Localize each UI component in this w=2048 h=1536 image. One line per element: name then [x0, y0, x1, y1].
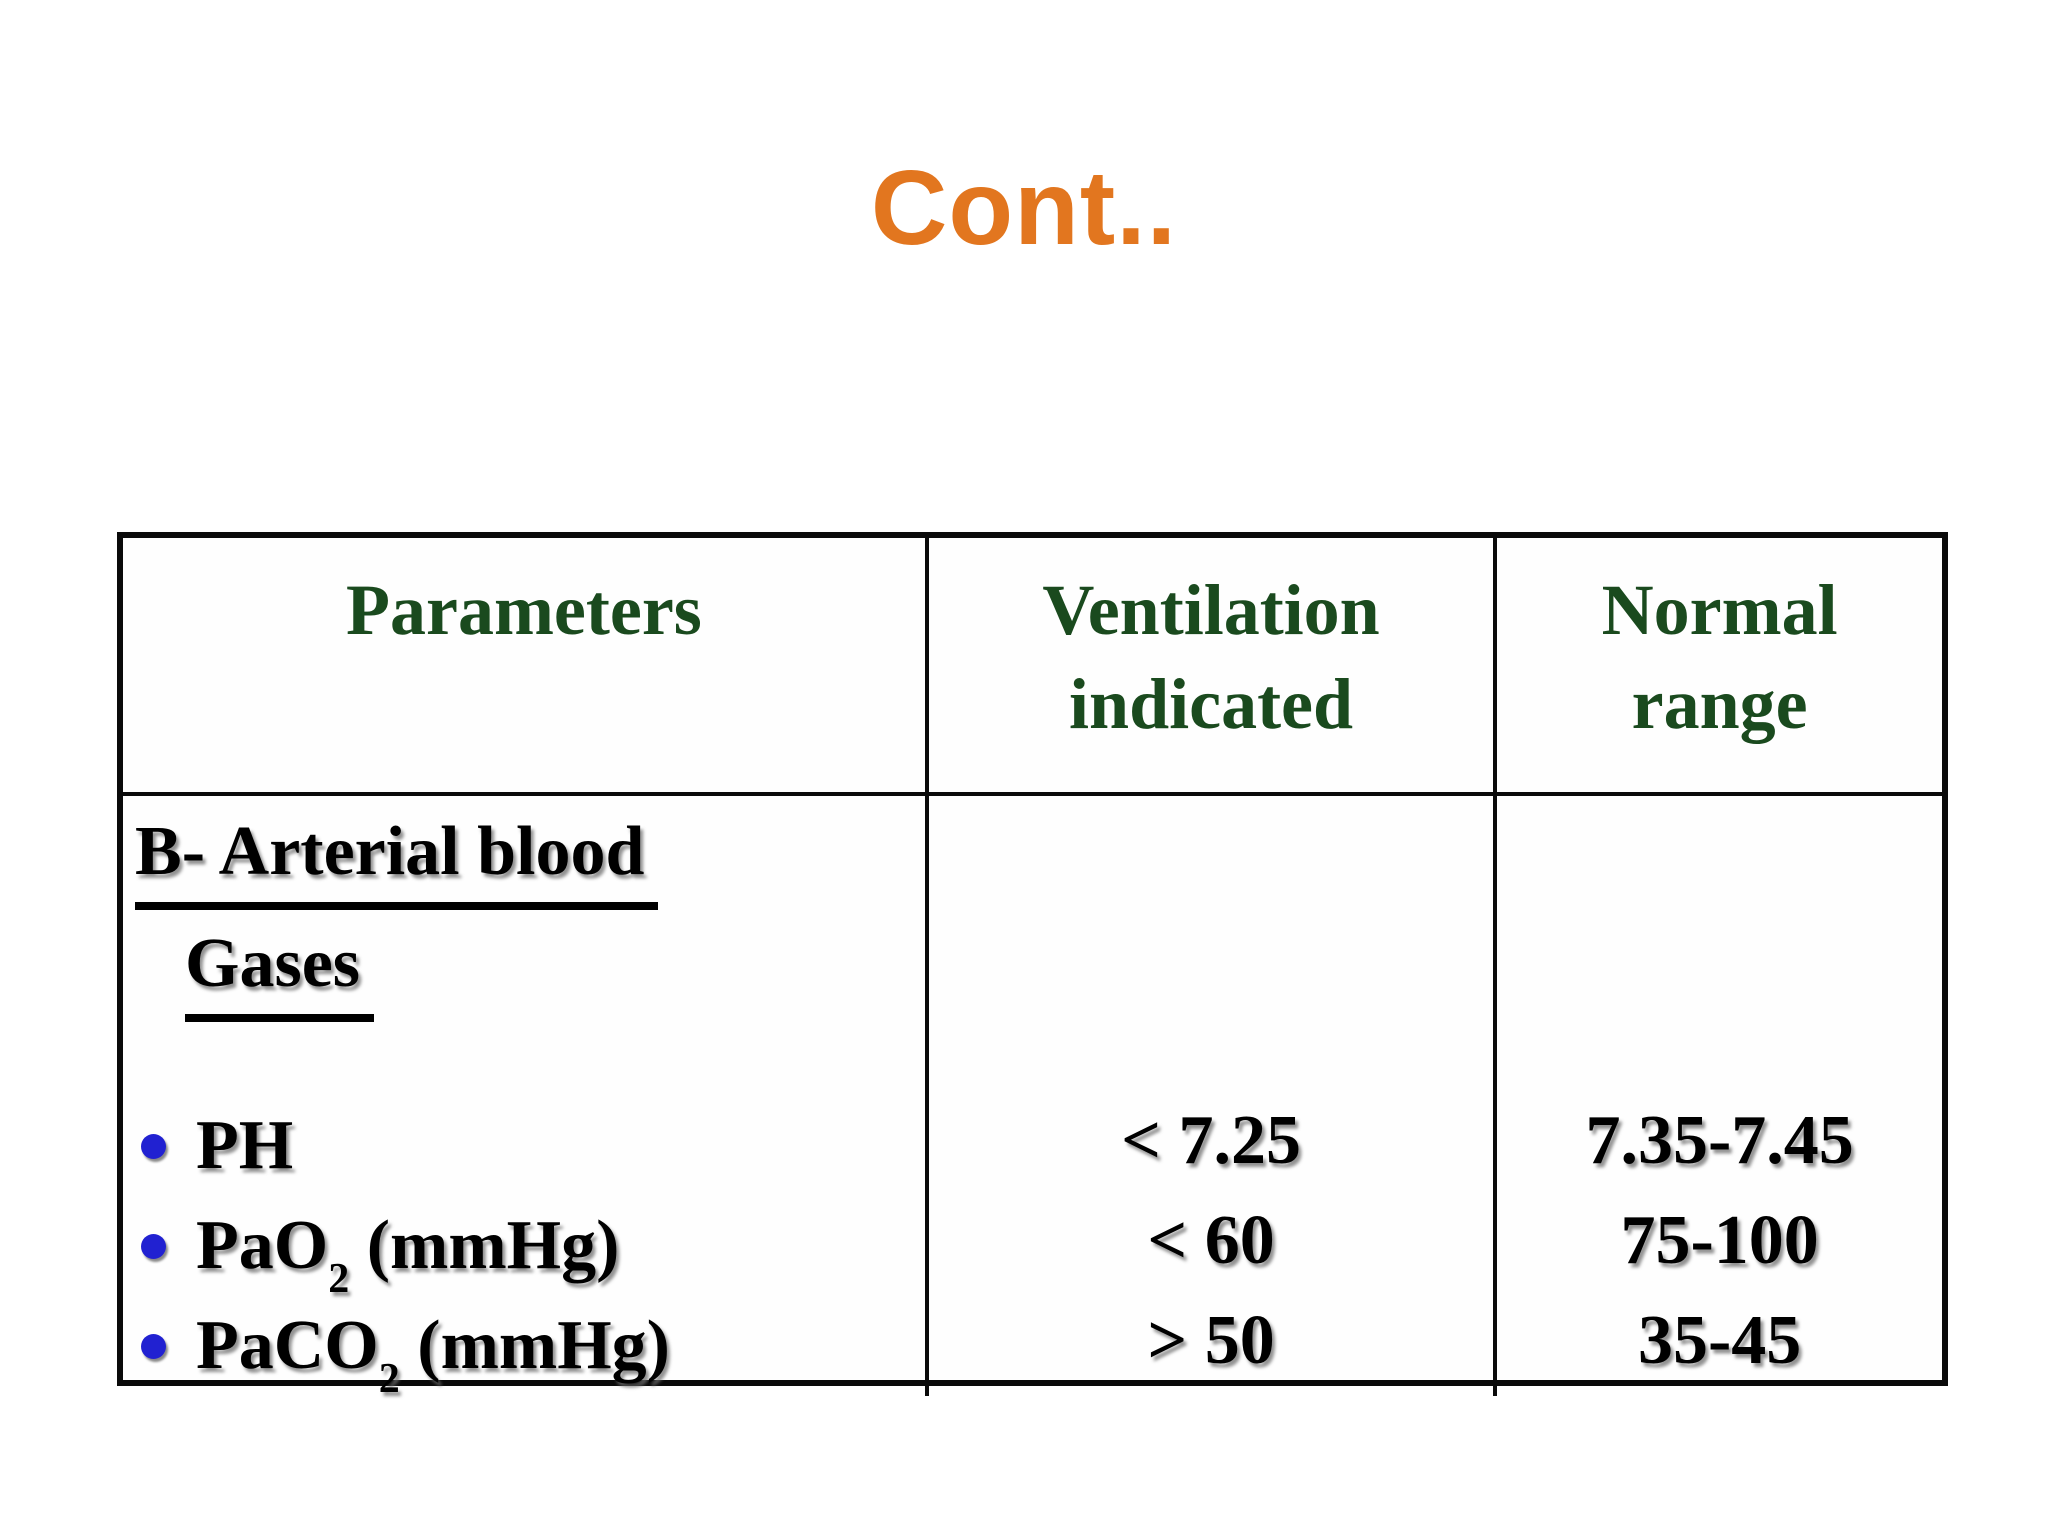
- normal-range-value-ph: 7.35-7.45: [1585, 1102, 1854, 1179]
- parameter-label: PH: [196, 1107, 294, 1184]
- parameters-table: Parameters Ventilation indicated Normal …: [117, 532, 1948, 1400]
- parameter-list: PH PaO2 (mmHg) PaCO2 (mmHg): [123, 1096, 925, 1403]
- normal-range-value-pao2: 75-100: [1620, 1202, 1819, 1279]
- ventilation-value-ph: < 7.25: [1121, 1102, 1301, 1179]
- normal-range-cell: 7.35-7.45 75-100 35-45: [1497, 796, 1942, 1396]
- column-header-parameters: Parameters: [123, 538, 929, 792]
- slide-title: Cont..: [870, 149, 1178, 267]
- section-heading-line1: B- Arterial blood: [135, 812, 925, 922]
- column-header-normal-range: Normal range: [1601, 570, 1838, 744]
- bullet-icon: [141, 1233, 166, 1259]
- list-item-pao2: PaO2 (mmHg): [123, 1196, 925, 1303]
- bullet-icon: [141, 1133, 166, 1159]
- normal-range-value-paco2: 35-45: [1637, 1302, 1802, 1379]
- section-heading-line2: Gases: [185, 924, 925, 1042]
- table-header-row: Parameters Ventilation indicated Normal …: [123, 538, 1942, 796]
- parameters-cell: B- Arterial blood Gases PH PaO2 (mmHg): [123, 796, 929, 1403]
- bullet-icon: [141, 1333, 166, 1359]
- list-item-ph: PH: [123, 1096, 925, 1196]
- ventilation-indicated-cell: < 7.25 < 60 > 50: [929, 796, 1498, 1396]
- ventilation-value-paco2: > 50: [1147, 1302, 1275, 1379]
- column-header-ventilation-indicated: Ventilation indicated: [929, 538, 1498, 792]
- ventilation-value-pao2: < 60: [1147, 1202, 1275, 1279]
- table-body-row: B- Arterial blood Gases PH PaO2 (mmHg): [123, 796, 1942, 1403]
- parameter-label: PaO2 (mmHg): [196, 1207, 620, 1303]
- parameter-label: PaCO2 (mmHg): [196, 1307, 670, 1403]
- list-item-paco2: PaCO2 (mmHg): [123, 1296, 925, 1403]
